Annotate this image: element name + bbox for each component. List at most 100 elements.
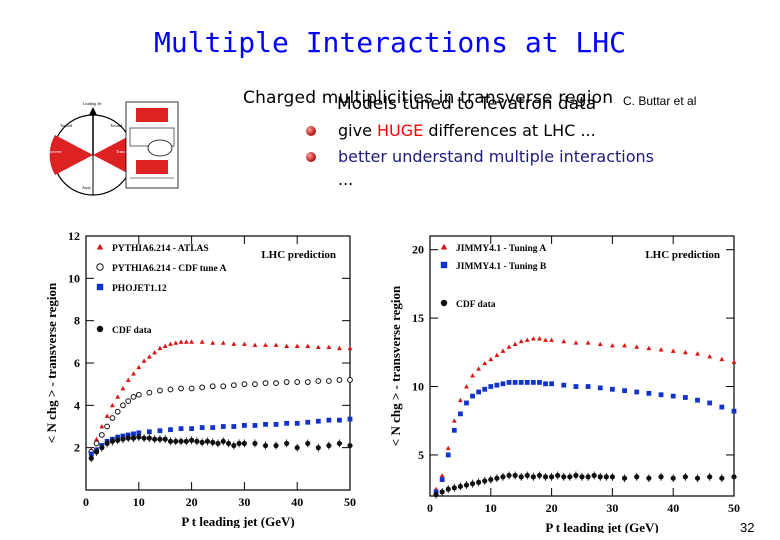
data-point — [315, 344, 321, 350]
data-point — [162, 343, 168, 348]
x-axis-label: P t leading jet (GeV) — [181, 514, 294, 528]
data-point — [220, 424, 226, 429]
data-point — [162, 436, 168, 442]
data-point — [337, 417, 342, 423]
x-tick-label: 20 — [186, 495, 198, 509]
data-point — [146, 429, 152, 435]
x-tick-label: 20 — [546, 501, 558, 515]
data-point — [512, 341, 518, 347]
legend-label: JIMMY4.1 - Tuning A — [456, 244, 546, 254]
data-point — [597, 474, 603, 480]
data-point — [439, 477, 445, 482]
legend-label: CDF data — [112, 326, 152, 336]
data-point — [518, 338, 524, 344]
data-point — [252, 342, 258, 347]
data-point — [476, 366, 482, 371]
data-point — [347, 442, 353, 449]
data-point — [506, 344, 512, 349]
x-tick-label: 50 — [344, 495, 356, 509]
legend-marker — [96, 263, 104, 271]
data-point — [189, 437, 195, 443]
data-point — [283, 379, 290, 385]
data-point — [585, 340, 591, 345]
data-point — [284, 343, 290, 348]
data-point — [464, 400, 469, 406]
data-point — [609, 474, 615, 480]
data-point — [157, 428, 163, 434]
data-point — [157, 345, 163, 351]
legend-marker — [440, 299, 448, 307]
data-point — [178, 385, 184, 392]
data-point — [220, 340, 226, 345]
svg-text:Toward: Toward — [60, 123, 72, 128]
data-point — [125, 435, 131, 441]
data-point — [658, 474, 664, 480]
data-point — [336, 377, 343, 383]
y-tick-label: 10 — [412, 380, 424, 394]
data-point — [634, 474, 640, 480]
y-axis-label: < N chg > - transverse region — [44, 282, 59, 443]
data-point — [325, 378, 332, 384]
x-tick-label: 30 — [606, 501, 618, 515]
data-point — [512, 380, 518, 385]
plot-frame — [85, 235, 351, 491]
data-point — [542, 474, 549, 480]
legend-marker — [96, 283, 104, 291]
data-point — [488, 384, 494, 389]
data-point — [731, 474, 737, 480]
legend-label: PYTHIA6.214 - ATLAS — [112, 244, 209, 254]
data-point — [457, 483, 463, 490]
legend-label: PHOJET1.12 — [112, 284, 167, 294]
data-point — [536, 472, 543, 479]
data-point — [469, 481, 476, 487]
data-point — [670, 475, 676, 481]
data-point — [131, 371, 136, 376]
data-point — [682, 349, 688, 355]
x-axis-label: P t leading jet (GeV) — [545, 520, 658, 533]
data-point — [104, 440, 110, 447]
data-point — [494, 352, 500, 357]
data-point — [579, 474, 585, 480]
legend-marker — [96, 243, 104, 250]
data-point — [315, 378, 322, 384]
legend-marker — [440, 261, 448, 269]
data-point — [99, 424, 105, 429]
y-axis-label: < N chg > - transverse region — [388, 285, 403, 446]
data-point — [524, 380, 530, 385]
data-point — [530, 474, 536, 480]
data-point — [451, 485, 457, 491]
data-point — [99, 445, 105, 451]
data-point — [294, 445, 300, 451]
data-point — [146, 435, 152, 441]
data-point — [220, 383, 227, 390]
huge-highlight: HUGE — [377, 121, 424, 140]
svg-text:Leading Jet: Leading Jet — [83, 101, 102, 106]
data-point — [273, 380, 279, 387]
data-point — [304, 379, 311, 385]
data-point — [573, 384, 579, 389]
data-point — [273, 442, 279, 449]
data-point — [585, 384, 591, 389]
data-point — [603, 474, 609, 480]
data-point — [194, 438, 200, 444]
data-point — [682, 395, 688, 400]
data-point — [210, 340, 216, 345]
data-point — [326, 344, 332, 350]
data-point — [482, 360, 488, 366]
data-point — [646, 390, 652, 396]
data-point — [646, 475, 652, 481]
data-point — [178, 339, 184, 344]
data-point — [506, 472, 512, 479]
bullet-dot-icon — [306, 126, 316, 136]
data-point — [530, 380, 536, 385]
data-point — [621, 475, 628, 481]
data-point — [125, 398, 132, 405]
data-point — [220, 438, 226, 444]
data-point — [719, 475, 725, 481]
y-tick-label: 5 — [418, 448, 424, 462]
data-point — [315, 445, 321, 451]
data-point — [189, 339, 194, 344]
data-point — [94, 436, 99, 442]
bullet-2-text: better understand multiple interactions — [338, 147, 654, 166]
y-tick-label: 15 — [412, 311, 424, 325]
